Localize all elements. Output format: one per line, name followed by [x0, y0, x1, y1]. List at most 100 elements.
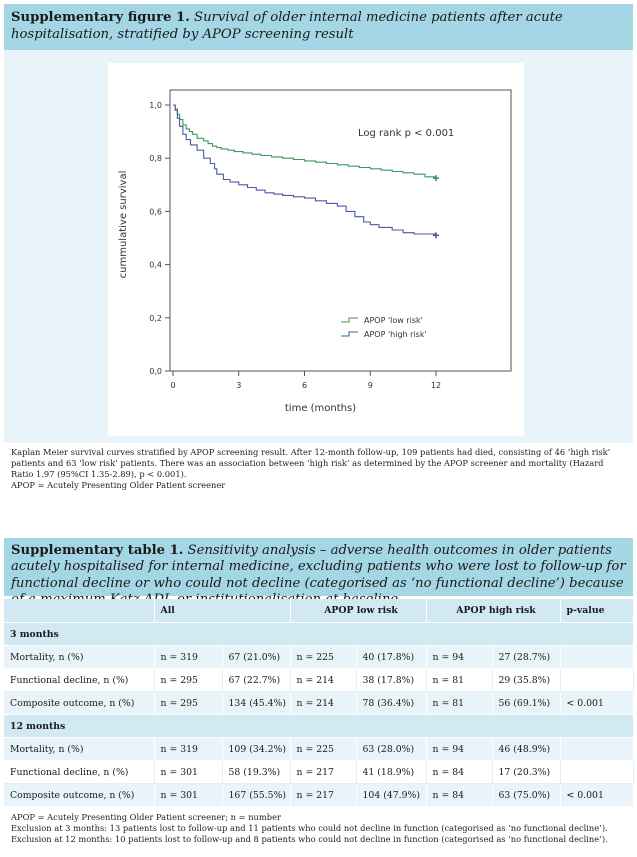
cell-low-v: 63 (28.0%)	[356, 737, 427, 761]
cell-high-n: n = 94	[426, 737, 493, 761]
table-footnotes: APOP = Acutely Presenting Older Patient …	[4, 812, 633, 845]
table-footnote: Exclusion at 3 months: 13 patients lost …	[11, 823, 608, 833]
x-axis-label: time (months)	[285, 403, 356, 414]
cell-high-v: 63 (75.0%)	[492, 783, 561, 807]
table-label: Supplementary table 1.	[11, 543, 184, 558]
cell-label: Functional decline, n (%)	[4, 668, 155, 692]
cell-high-v: 29 (35.8%)	[492, 668, 561, 692]
figure-header: Supplementary figure 1. Survival of olde…	[4, 4, 633, 50]
cell-low-n: n = 214	[290, 668, 357, 692]
table-header-row: All APOP low risk APOP high risk p-value	[4, 599, 634, 623]
cell-all-n: n = 301	[154, 760, 223, 784]
legend-swatch	[341, 317, 358, 323]
cell-low-n: n = 217	[290, 760, 357, 784]
cell-low-n: n = 214	[290, 691, 357, 715]
legend-label: APOP 'low risk'	[364, 316, 423, 325]
header-outcome	[4, 599, 155, 623]
x-tick-label: 3	[236, 381, 241, 390]
table-row: Composite outcome, n (%) n = 301 167 (55.5…	[4, 783, 634, 807]
header-high-risk: APOP high risk	[426, 599, 561, 623]
table-row: Composite outcome, n (%) n = 295 134 (45.4…	[4, 691, 634, 715]
y-tick-label: 0,4	[149, 261, 162, 270]
cell-label: Composite outcome, n (%)	[4, 783, 155, 807]
plot-frame	[169, 89, 512, 372]
outcomes-table: All APOP low risk APOP high risk p-value…	[4, 599, 634, 807]
y-axis-label: cummulative survival	[118, 171, 129, 279]
log-rank-annotation: Log rank p < 0.001	[358, 128, 454, 139]
figure-title: Survival of older internal medicine pati…	[11, 10, 563, 42]
cell-high-v: 27 (28.7%)	[492, 645, 561, 669]
cell-p	[560, 760, 634, 784]
cell-high-n: n = 94	[426, 645, 493, 669]
cell-high-v: 17 (20.3%)	[492, 760, 561, 784]
cell-high-v: 56 (69.1%)	[492, 691, 561, 715]
censor-mark	[433, 175, 439, 182]
y-tick-label: 0,2	[149, 314, 162, 323]
cell-low-v: 104 (47.9%)	[356, 783, 427, 807]
cell-p: < 0.001	[560, 783, 634, 807]
cell-all-v: 109 (34.2%)	[222, 737, 291, 761]
cell-all-n: n = 295	[154, 691, 223, 715]
cell-all-v: 167 (55.5%)	[222, 783, 291, 807]
y-tick-label: 0,0	[149, 367, 162, 376]
kaplan-meier-chart: 0,0 0,2 0,4 0,6 0,8 1,0 0 3 6 9 12 time (months) cum…	[108, 63, 524, 436]
figure-caption-text: Kaplan Meier survival curves stratified …	[11, 447, 611, 479]
cell-all-n: n = 295	[154, 668, 223, 692]
cell-p	[560, 668, 634, 692]
cell-label: Mortality, n (%)	[4, 645, 155, 669]
cell-high-v: 46 (48.9%)	[492, 737, 561, 761]
survival-curve-high-risk	[173, 104, 437, 236]
table-section-row: 12 months	[4, 714, 634, 738]
section-title: 3 months	[4, 622, 634, 646]
figure-label: Supplementary figure 1.	[11, 10, 190, 25]
cell-all-v: 58 (19.3%)	[222, 760, 291, 784]
section-title: 12 months	[4, 714, 634, 738]
x-tick-label: 12	[431, 381, 441, 390]
table-section-row: 3 months	[4, 622, 634, 646]
table-row: Mortality, n (%) n = 319 109 (34.2%) n = 22…	[4, 737, 634, 761]
chart-svg: 0,0 0,2 0,4 0,6 0,8 1,0 0 3 6 9 12 time (months) cum…	[118, 89, 512, 414]
figure-abbreviation: APOP = Acutely Presenting Older Patient …	[11, 480, 226, 490]
cell-p	[560, 737, 634, 761]
cell-low-n: n = 225	[290, 645, 357, 669]
cell-all-v: 67 (22.7%)	[222, 668, 291, 692]
cell-low-n: n = 225	[290, 737, 357, 761]
table-row: Functional decline, n (%) n = 295 67 (22.7…	[4, 668, 634, 692]
y-tick-label: 0,8	[149, 154, 162, 163]
x-tick-label: 0	[170, 381, 175, 390]
legend-label: APOP 'high risk'	[364, 330, 427, 339]
cell-low-v: 41 (18.9%)	[356, 760, 427, 784]
cell-high-n: n = 84	[426, 760, 493, 784]
cell-all-n: n = 319	[154, 737, 223, 761]
cell-label: Functional decline, n (%)	[4, 760, 155, 784]
cell-high-n: n = 84	[426, 783, 493, 807]
table-header: Supplementary table 1. Sensitivity analy…	[4, 538, 633, 607]
cell-all-v: 134 (45.4%)	[222, 691, 291, 715]
cell-low-v: 78 (36.4%)	[356, 691, 427, 715]
table-row: Mortality, n (%) n = 319 67 (21.0%) n = 225…	[4, 645, 634, 669]
table-body: 3 months Mortality, n (%) n = 319 67 (21.0%…	[4, 622, 634, 807]
x-tick-label: 9	[368, 381, 373, 390]
table-footnote: APOP = Acutely Presenting Older Patient …	[11, 812, 281, 822]
censor-mark	[433, 232, 439, 239]
x-tick-label: 6	[302, 381, 307, 390]
table-title: Sensitivity analysis – adverse health ou…	[11, 543, 626, 607]
survival-curve-low-risk	[173, 104, 437, 179]
cell-all-n: n = 319	[154, 645, 223, 669]
legend-swatch	[341, 331, 358, 337]
cell-p	[560, 645, 634, 669]
header-all: All	[154, 599, 291, 623]
cell-all-v: 67 (21.0%)	[222, 645, 291, 669]
figure-caption: Kaplan Meier survival curves stratified …	[4, 443, 633, 503]
cell-all-n: n = 301	[154, 783, 223, 807]
cell-low-v: 38 (17.8%)	[356, 668, 427, 692]
table-row: Functional decline, n (%) n = 301 58 (19.3…	[4, 760, 634, 784]
header-low-risk: APOP low risk	[290, 599, 427, 623]
cell-low-v: 40 (17.8%)	[356, 645, 427, 669]
y-tick-label: 1,0	[149, 101, 162, 110]
y-tick-label: 0,6	[149, 207, 162, 216]
cell-p: < 0.001	[560, 691, 634, 715]
cell-high-n: n = 81	[426, 691, 493, 715]
table-footnote: Exclusion at 12 months: 10 patients lost…	[11, 834, 608, 844]
header-p-value: p-value	[560, 599, 634, 623]
